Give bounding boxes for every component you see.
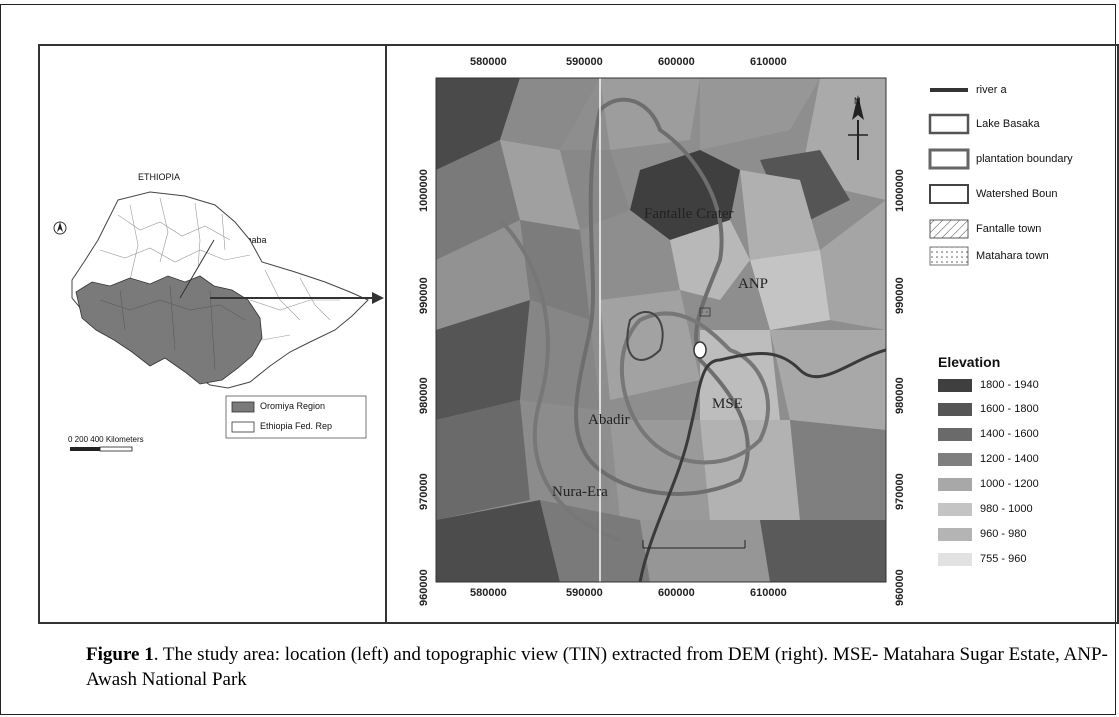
- legend-fantalle-town: Fantalle town: [976, 223, 1042, 235]
- x-tick-top-1: 590000: [566, 56, 603, 68]
- label-fantalle-crater: Fantalle Crater: [644, 206, 734, 222]
- elevation-7: 755 - 960: [980, 553, 1027, 565]
- scale-bar: [70, 446, 133, 452]
- north-letter: N: [854, 96, 861, 106]
- y-tick-left-4: 960000: [418, 569, 430, 606]
- label-mse: MSE: [712, 396, 743, 412]
- caption-label: Figure 1: [86, 644, 154, 665]
- y-tick-left-1: 990000: [418, 277, 430, 314]
- country-label: ETHIOPIA: [138, 172, 181, 182]
- y-tick-right-2: 980000: [894, 377, 906, 414]
- x-tick-bottom-0: 580000: [470, 587, 507, 599]
- caption-text: . The study area: location (left) and to…: [86, 644, 1108, 690]
- label-nura-era: Nura-Era: [552, 484, 608, 500]
- panel-divider: [385, 44, 387, 624]
- legend-matahara-town: Matahara town: [976, 250, 1049, 262]
- x-tick-top-3: 610000: [750, 56, 787, 68]
- label-abadir: Abadir: [588, 412, 630, 428]
- x-tick-top-2: 600000: [658, 56, 695, 68]
- feature-legend: [928, 88, 970, 266]
- label-anp: ANP: [738, 276, 769, 292]
- legend-ethiopia: Ethiopia Fed. Rep: [260, 421, 333, 431]
- elevation-3: 1200 - 1400: [980, 453, 1039, 465]
- left-north-arrow-icon: [53, 221, 67, 235]
- y-tick-right-0: 1000000: [894, 169, 906, 212]
- elevation-1: 1600 - 1800: [980, 403, 1039, 415]
- legend-lake-basaka: Lake Basaka: [976, 118, 1040, 130]
- page-border: [0, 4, 1116, 715]
- y-tick-right-1: 990000: [894, 277, 906, 314]
- y-tick-left-3: 970000: [418, 473, 430, 510]
- figure-caption: Figure 1. The study area: location (left…: [86, 642, 1116, 692]
- elevation-legend: [938, 379, 972, 566]
- legend-watershed: Watershed Boun: [976, 188, 1058, 200]
- north-arrow-icon: [848, 95, 868, 160]
- elevation-title: Elevation: [938, 354, 1001, 370]
- x-tick-bottom-3: 610000: [750, 587, 787, 599]
- elevation-0: 1800 - 1940: [980, 379, 1039, 391]
- legend-river: river a: [976, 84, 1007, 96]
- elevation-2: 1400 - 1600: [980, 428, 1039, 440]
- x-tick-bottom-1: 590000: [566, 587, 603, 599]
- y-tick-right-4: 960000: [894, 569, 906, 606]
- y-tick-left-0: 1000000: [418, 169, 430, 212]
- legend-oromiya: Oromiya Region: [260, 401, 326, 411]
- y-tick-right-3: 970000: [894, 473, 906, 510]
- legend-plantation: plantation boundary: [976, 153, 1073, 165]
- elevation-5: 980 - 1000: [980, 503, 1033, 515]
- figure-frame: [38, 44, 1119, 624]
- x-tick-bottom-2: 600000: [658, 587, 695, 599]
- scale-text: 0 200 400 Kilometers: [68, 435, 144, 444]
- elevation-4: 1000 - 1200: [980, 478, 1039, 490]
- y-tick-left-2: 980000: [418, 377, 430, 414]
- elevation-6: 960 - 980: [980, 528, 1027, 540]
- x-tick-top-0: 580000: [470, 56, 507, 68]
